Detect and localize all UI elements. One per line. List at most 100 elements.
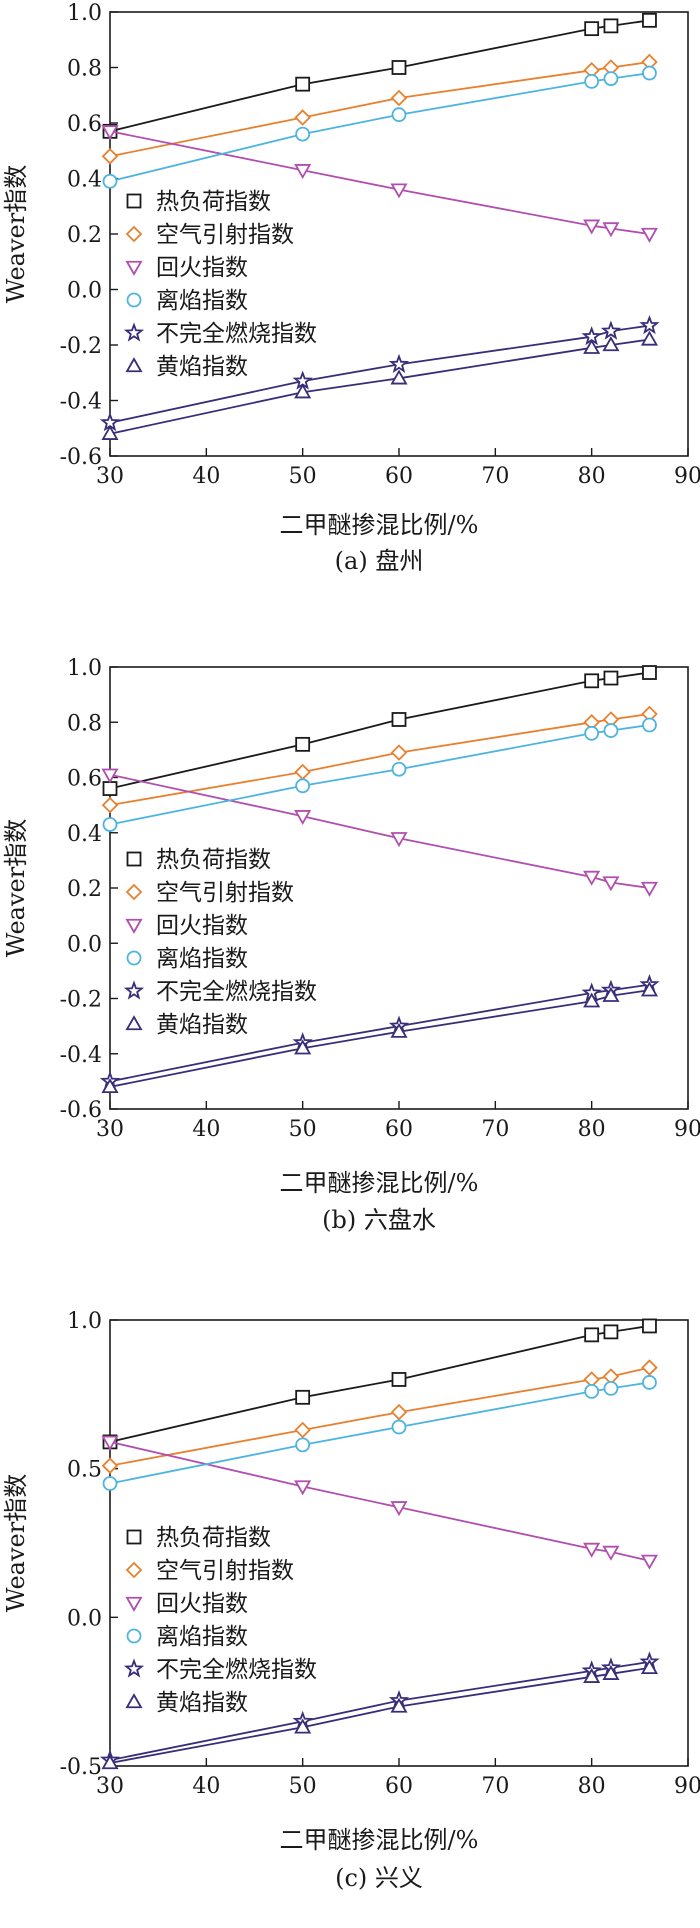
data-point xyxy=(102,173,118,189)
data-point xyxy=(388,353,410,374)
x-tick-label: 80 xyxy=(578,1117,606,1142)
data-point xyxy=(640,227,659,243)
data-point xyxy=(101,1754,119,1770)
data-point xyxy=(391,1419,407,1435)
legend-marker xyxy=(125,225,143,243)
legend-marker xyxy=(126,193,142,209)
data-point xyxy=(295,76,311,92)
legend-marker xyxy=(125,1015,143,1031)
x-tick-label: 90 xyxy=(674,1774,700,1799)
data-point xyxy=(294,1718,312,1734)
data-point xyxy=(101,424,119,440)
data-point xyxy=(600,320,622,340)
x-tick-label: 70 xyxy=(481,1117,509,1142)
series-4 xyxy=(102,1375,657,1491)
data-point xyxy=(294,810,312,825)
x-tick-label: 30 xyxy=(96,1117,124,1142)
series-line xyxy=(109,61,650,158)
y-tick-label: 0.2 xyxy=(67,877,102,902)
data-point xyxy=(294,109,311,126)
data-point xyxy=(639,314,660,335)
y-axis-label: Weaver指数 xyxy=(2,819,30,957)
x-axis-label: 二甲醚掺混比例/% xyxy=(280,1826,479,1854)
x-tick-label: 50 xyxy=(289,1774,317,1799)
legend-marker xyxy=(125,1561,143,1579)
y-tick-label: -0.6 xyxy=(60,445,102,470)
data-point xyxy=(603,18,619,34)
data-point xyxy=(101,1457,119,1474)
legend-label: 回火指数 xyxy=(156,255,248,281)
legend-label: 不完全燃烧指数 xyxy=(156,979,317,1005)
y-tick-label: 0.4 xyxy=(67,168,102,193)
series-6 xyxy=(101,981,659,1094)
x-tick-label: 40 xyxy=(192,464,220,489)
series-line xyxy=(109,130,650,235)
x-tick-label: 60 xyxy=(385,1774,413,1799)
x-tick-label: 80 xyxy=(578,1774,606,1799)
panel-caption: (c) 兴义 xyxy=(335,1864,423,1892)
series-2 xyxy=(101,53,658,165)
series-line xyxy=(109,671,650,790)
x-tick-label: 40 xyxy=(192,1774,220,1799)
data-point xyxy=(101,796,119,814)
legend-marker xyxy=(123,322,145,342)
data-point xyxy=(391,60,407,75)
legend-label: 不完全燃烧指数 xyxy=(156,1657,317,1683)
data-point xyxy=(584,73,600,89)
data-point xyxy=(583,992,601,1008)
legend-label: 热负荷指数 xyxy=(156,189,271,215)
chart-panel-1: 30 40 50 60 70 80 90 -0.6 -0.4 -0.2 0.0 0.2 0.4 0.6 0.… xyxy=(2,1,700,575)
legend-label: 回火指数 xyxy=(156,913,248,939)
data-point xyxy=(295,1389,311,1405)
series-1 xyxy=(102,1318,657,1450)
x-tick-label: 50 xyxy=(289,464,317,489)
legend-marker xyxy=(125,1596,143,1612)
x-tick-label: 40 xyxy=(192,1117,220,1142)
legend-marker xyxy=(126,1628,142,1644)
data-point xyxy=(584,725,600,741)
y-tick-label: 0.8 xyxy=(67,57,102,82)
y-tick-label: 0.6 xyxy=(67,112,102,137)
legend-marker xyxy=(126,851,142,867)
x-tick-label: 80 xyxy=(578,464,606,489)
data-point xyxy=(603,71,619,86)
data-point xyxy=(295,736,311,752)
x-tick-label: 70 xyxy=(481,1774,509,1799)
data-point xyxy=(640,881,659,897)
data-point xyxy=(640,1554,659,1570)
data-point xyxy=(642,717,657,733)
data-point xyxy=(642,1318,657,1334)
series-6 xyxy=(101,1659,659,1770)
data-point xyxy=(603,723,619,738)
legend-label: 离焰指数 xyxy=(156,288,248,314)
data-point xyxy=(603,1324,619,1340)
y-axis-label: Weaver指数 xyxy=(2,1474,30,1612)
y-tick-label: 0.0 xyxy=(67,1606,102,1631)
data-point xyxy=(295,126,311,142)
legend-label: 不完全燃烧指数 xyxy=(156,321,317,347)
data-point xyxy=(294,383,312,399)
data-point xyxy=(294,1480,312,1496)
data-point xyxy=(101,125,119,141)
legend-label: 回火指数 xyxy=(156,1591,248,1617)
series-line xyxy=(109,1381,650,1485)
data-point xyxy=(641,1359,658,1376)
data-point xyxy=(390,744,408,761)
series-2 xyxy=(101,1359,658,1474)
legend-marker xyxy=(123,980,145,1000)
y-tick-label: -0.5 xyxy=(60,1755,102,1780)
legend-label: 空气引射指数 xyxy=(156,880,294,906)
y-tick-label: -0.2 xyxy=(60,988,102,1013)
data-point xyxy=(642,665,657,680)
data-point xyxy=(640,1659,659,1675)
data-point xyxy=(391,761,407,777)
y-tick-label: -0.6 xyxy=(60,1098,102,1123)
data-point xyxy=(391,1372,407,1387)
data-point xyxy=(391,107,407,123)
data-point xyxy=(390,369,408,385)
data-point xyxy=(642,1375,657,1390)
series-line xyxy=(109,1667,650,1764)
series-1 xyxy=(102,665,657,796)
